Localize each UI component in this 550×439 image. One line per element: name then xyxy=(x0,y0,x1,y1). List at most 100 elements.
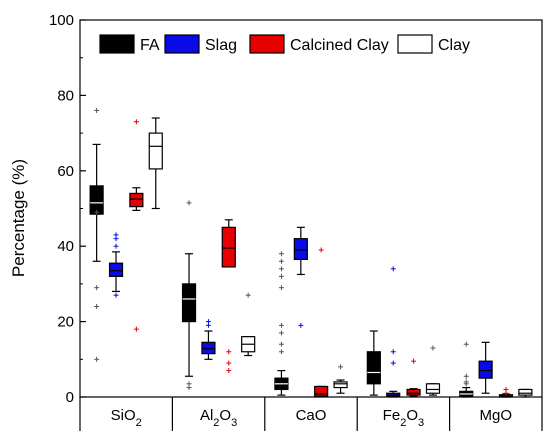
x-category-label: SiO2 xyxy=(111,407,142,429)
outlier-point xyxy=(278,341,284,347)
box-slag xyxy=(201,319,216,360)
outlier-point xyxy=(226,360,232,366)
box-body xyxy=(425,383,441,394)
outlier-point xyxy=(113,243,119,249)
box-body xyxy=(478,360,493,379)
outlier-point xyxy=(278,285,284,291)
box-calcined-clay xyxy=(221,219,236,374)
legend-label: Calcined Clay xyxy=(290,37,389,54)
box-body xyxy=(108,262,124,277)
outlier-point xyxy=(338,364,344,370)
legend-entry: Clay xyxy=(397,34,470,54)
outlier-point xyxy=(186,385,192,391)
outlier-point xyxy=(463,341,469,347)
outlier-point xyxy=(133,119,139,125)
legend-entry: Calcined Clay xyxy=(249,34,389,54)
box-body xyxy=(406,388,421,396)
outlier-point xyxy=(390,349,396,355)
y-tick-label: 20 xyxy=(57,314,74,331)
outlier-point xyxy=(463,381,469,387)
y-axis-title: Percentage (%) xyxy=(9,159,28,277)
outlier-point xyxy=(278,266,284,272)
legend-swatch xyxy=(99,34,135,54)
outlier-point xyxy=(113,236,119,242)
outlier-point xyxy=(278,330,284,336)
box-clay xyxy=(148,117,163,210)
box-body xyxy=(333,381,348,389)
box-body xyxy=(181,283,197,323)
legend-swatch xyxy=(249,34,285,54)
outlier-point xyxy=(226,349,232,355)
outlier-point xyxy=(186,200,192,206)
box-body xyxy=(148,132,163,170)
y-tick-label: 80 xyxy=(57,87,74,104)
outlier-point xyxy=(226,368,232,374)
outlier-point xyxy=(205,322,211,328)
outlier-point xyxy=(94,209,100,215)
x-category-label: CaO xyxy=(296,407,327,424)
outlier-point xyxy=(278,322,284,328)
outlier-point xyxy=(411,358,417,364)
box-fa xyxy=(89,107,104,362)
y-tick-label: 100 xyxy=(49,12,74,29)
outlier-point xyxy=(113,292,119,298)
box-slag xyxy=(108,232,124,298)
outlier-point xyxy=(94,285,100,291)
legend: FA Slag Calcined Clay Clay xyxy=(99,34,470,54)
box-body xyxy=(366,351,381,385)
box-body xyxy=(129,192,144,208)
outlier-point xyxy=(278,273,284,279)
outlier-point xyxy=(278,258,284,264)
legend-label: Slag xyxy=(205,37,237,54)
legend-swatch xyxy=(164,34,200,54)
outlier-point xyxy=(390,266,396,272)
box-fa xyxy=(366,330,381,396)
box-clay xyxy=(518,388,533,398)
outlier-point xyxy=(278,349,284,355)
outlier-point xyxy=(94,107,100,113)
x-category-label: MgO xyxy=(480,407,513,424)
legend-label: FA xyxy=(140,37,160,54)
outlier-point xyxy=(318,247,324,253)
outlier-point xyxy=(94,356,100,362)
box-slag xyxy=(386,266,401,398)
box-slag xyxy=(478,341,493,394)
x-category-label: Fe2O3 xyxy=(383,407,424,429)
y-tick-label: 60 xyxy=(57,163,74,180)
y-tick-label: 0 xyxy=(66,389,74,406)
box-clay xyxy=(425,345,441,396)
outlier-point xyxy=(430,345,436,351)
outlier-point xyxy=(503,390,509,396)
plot-area: 0 20 40 60 80 100 SiO2 Al2O3 CaO Fe2O3 MgO xyxy=(49,12,543,431)
box-calcined-clay xyxy=(129,119,144,332)
legend-entry: Slag xyxy=(164,34,237,54)
outlier-point xyxy=(133,326,139,332)
box-fa xyxy=(274,251,289,396)
box-slag xyxy=(293,226,308,328)
box-body xyxy=(201,341,216,355)
legend-label: Clay xyxy=(438,37,470,54)
box-fa xyxy=(459,341,474,398)
outlier-point xyxy=(390,360,396,366)
outlier-point xyxy=(278,251,284,257)
x-category-label: Al2O3 xyxy=(200,407,237,429)
box-clay xyxy=(241,292,256,357)
box-body xyxy=(221,226,236,268)
box-body xyxy=(518,388,533,396)
y-tick-label: 40 xyxy=(57,238,74,255)
outlier-point xyxy=(463,373,469,379)
box-fa xyxy=(181,200,197,391)
legend-swatch xyxy=(397,34,433,54)
outlier-point xyxy=(94,304,100,310)
legend-entry: FA xyxy=(99,34,160,54)
box-body xyxy=(314,385,329,397)
box-clay xyxy=(333,364,348,394)
outlier-point xyxy=(298,322,304,328)
box-body xyxy=(293,238,308,260)
outlier-point xyxy=(245,292,251,298)
box-calcined-clay xyxy=(498,386,514,398)
box-calcined-clay xyxy=(406,358,421,397)
box-calcined-clay xyxy=(314,247,329,397)
